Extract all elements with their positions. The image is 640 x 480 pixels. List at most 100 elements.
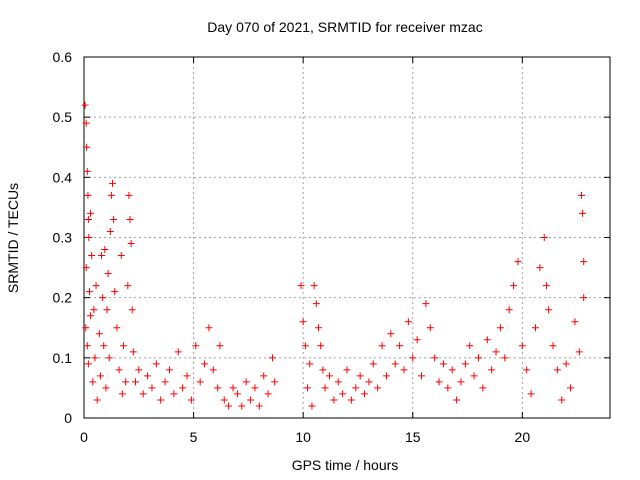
data-point [396, 342, 404, 350]
data-point [85, 288, 93, 296]
data-point [505, 306, 513, 314]
data-point [83, 342, 91, 350]
data-point [118, 390, 126, 398]
data-point [183, 372, 191, 380]
data-point [117, 252, 125, 260]
data-point [439, 360, 447, 368]
data-point [334, 378, 342, 386]
data-point [128, 306, 136, 314]
data-point [110, 215, 118, 223]
data-point [310, 282, 318, 290]
data-point [496, 324, 504, 332]
data-point [492, 348, 500, 356]
data-point [92, 282, 100, 290]
data-point [247, 396, 255, 404]
data-point [374, 384, 382, 392]
data-point [242, 378, 250, 386]
x-tick-label: 10 [295, 429, 311, 445]
data-point [527, 390, 535, 398]
data-point [488, 366, 496, 374]
data-point [514, 258, 522, 266]
data-point [409, 354, 417, 362]
y-tick-label: 0.5 [53, 109, 73, 125]
data-point [578, 191, 586, 199]
data-point [251, 384, 259, 392]
data-point [540, 234, 548, 241]
data-point [220, 396, 228, 404]
data-point [124, 282, 132, 290]
data-point [84, 360, 92, 368]
data-point [106, 227, 114, 235]
data-point [216, 342, 224, 350]
data-point [89, 378, 97, 386]
data-point [107, 191, 115, 199]
data-point [126, 215, 134, 223]
data-point [271, 378, 279, 386]
data-point [387, 330, 395, 338]
data-point [82, 264, 90, 272]
data-point [84, 215, 92, 223]
data-point [461, 360, 469, 368]
data-point [510, 282, 518, 290]
x-axis-label: GPS time / hours [292, 457, 399, 473]
data-point [93, 396, 101, 404]
data-point [95, 330, 103, 338]
data-point [361, 390, 369, 398]
data-point [391, 360, 399, 368]
data-point [87, 209, 95, 217]
data-point [165, 366, 173, 374]
data-point [108, 179, 116, 187]
data-point [418, 372, 426, 380]
data-point [196, 378, 204, 386]
data-point [553, 366, 561, 374]
data-point [453, 396, 461, 404]
data-point [518, 342, 526, 350]
data-point [255, 402, 263, 410]
data-point [225, 402, 233, 410]
data-point [102, 384, 110, 392]
y-tick-label: 0.1 [53, 350, 73, 366]
data-point [470, 372, 478, 380]
data-point [260, 372, 268, 380]
data-points [81, 101, 588, 410]
data-point [330, 396, 338, 404]
data-point [264, 390, 272, 398]
chart-title: Day 070 of 2021, SRMTID for receiver mza… [207, 19, 482, 35]
data-point [562, 360, 570, 368]
data-point [96, 372, 104, 380]
data-point [575, 348, 583, 356]
plot-frame [83, 56, 611, 419]
data-point [113, 324, 121, 332]
x-tick-label: 5 [190, 429, 198, 445]
data-point [422, 300, 430, 308]
data-point [315, 324, 323, 332]
data-point [356, 372, 364, 380]
data-point [187, 396, 195, 404]
data-point [174, 348, 182, 356]
data-point [209, 366, 217, 374]
data-point [132, 378, 140, 386]
data-point [233, 390, 241, 398]
data-point [347, 396, 355, 404]
data-point [444, 384, 452, 392]
data-point [90, 306, 98, 314]
y-tick-label: 0.4 [53, 169, 73, 185]
axis-ticks [83, 56, 610, 419]
y-tick-label: 0 [64, 410, 72, 426]
data-point [103, 306, 111, 314]
data-point [83, 167, 91, 175]
data-point [312, 300, 320, 308]
data-point [100, 342, 108, 350]
data-point [343, 366, 351, 374]
data-point [369, 360, 377, 368]
data-point [352, 384, 360, 392]
y-tick-label: 0.6 [53, 49, 73, 65]
data-point [139, 390, 147, 398]
data-point [325, 372, 333, 380]
data-point [435, 378, 443, 386]
data-point [536, 264, 544, 272]
data-point [448, 366, 456, 374]
data-point [179, 384, 187, 392]
data-point [479, 384, 487, 392]
data-point [192, 342, 200, 350]
